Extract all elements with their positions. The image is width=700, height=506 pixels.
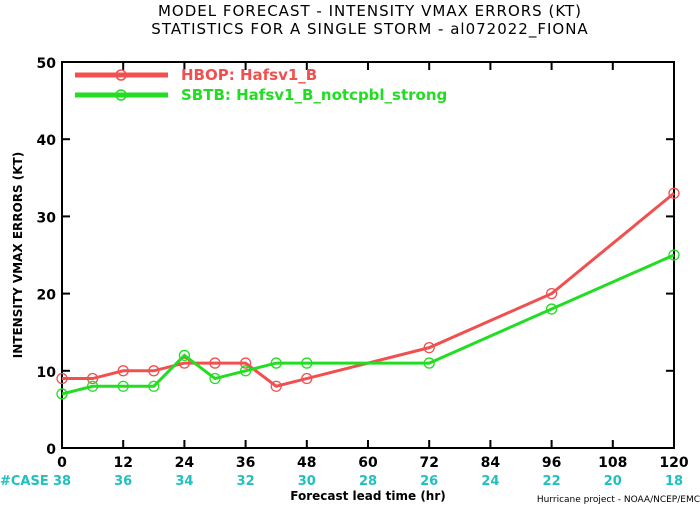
case-label: #CASE [0, 474, 49, 489]
series-line-0 [62, 192, 675, 388]
case-count: 22 [543, 474, 561, 489]
y-tick-label: 0 [46, 442, 56, 458]
case-count: 24 [481, 474, 499, 489]
series-0-point [148, 365, 160, 377]
case-count: 28 [359, 474, 377, 489]
series-1-point [301, 357, 313, 369]
series-1-point [148, 380, 160, 392]
x-tick-label: 72 [419, 455, 438, 471]
series-1-point [86, 380, 99, 392]
case-count: 34 [175, 474, 193, 489]
chart-title-line2: STATISTICS FOR A SINGLE STORM - al072022… [151, 20, 588, 39]
series-0-point [178, 357, 191, 369]
y-tick-label: 50 [37, 56, 57, 72]
series-0-point [545, 287, 558, 300]
case-count: 18 [665, 474, 683, 489]
series-1-point [239, 365, 252, 377]
chart-title-line1: MODEL FORECAST - INTENSITY VMAX ERRORS (… [158, 2, 582, 20]
x-tick-label: 84 [481, 455, 501, 471]
y-tick-label: 10 [37, 365, 57, 381]
y-tick-label: 30 [37, 210, 57, 226]
y-tick-label: 20 [37, 288, 57, 304]
legend-swatch-marker [115, 69, 127, 81]
series-1-point [178, 349, 191, 362]
x-axis-label: Forecast lead time (hr) [290, 489, 446, 503]
plot-area-frame [61, 61, 675, 449]
x-tick-label: 120 [659, 455, 688, 471]
x-tick-label: 0 [57, 455, 67, 471]
series-1-point [545, 303, 558, 315]
legend-label: HBOP: Hafsv1_B [181, 66, 317, 84]
series-0-point [301, 372, 313, 385]
credit-text: Hurricane project - NOAA/NCEP/EMC [537, 495, 700, 505]
case-count: 30 [298, 474, 316, 489]
case-count: 20 [604, 474, 622, 489]
series-1-point [270, 357, 282, 369]
series-0-point [270, 380, 282, 392]
series-line-1 [61, 253, 675, 396]
case-count: 38 [53, 474, 71, 489]
case-count: 36 [114, 474, 132, 489]
legend-label: SBTB: Hafsv1_B_notcpbl_strong [181, 86, 447, 104]
x-tick-label: 60 [358, 455, 378, 471]
x-tick-label: 24 [175, 455, 195, 471]
series-1-point [209, 372, 221, 385]
x-tick-label: 36 [236, 455, 255, 471]
legend-swatch-marker [115, 89, 127, 101]
series-0-point [86, 372, 99, 385]
series-1-point [423, 357, 435, 369]
case-count: 32 [237, 474, 255, 489]
series-0-point [209, 357, 221, 369]
series-0-point [117, 365, 129, 377]
x-tick-label: 48 [297, 455, 316, 471]
series-1-point [668, 249, 680, 261]
y-tick-label: 40 [37, 133, 57, 149]
x-tick-label: 96 [542, 455, 561, 471]
series-0-point [239, 357, 252, 369]
series-0-point [56, 372, 68, 385]
series-1-point [117, 380, 129, 392]
series-0-point [423, 341, 435, 354]
x-tick-label: 12 [113, 455, 132, 471]
case-count: 26 [420, 474, 438, 489]
x-tick-label: 108 [598, 455, 627, 471]
series-0-point [668, 187, 680, 199]
series-1-point [56, 388, 68, 400]
y-axis-label: INTENSITY VMAX ERRORS (KT) [11, 152, 25, 358]
